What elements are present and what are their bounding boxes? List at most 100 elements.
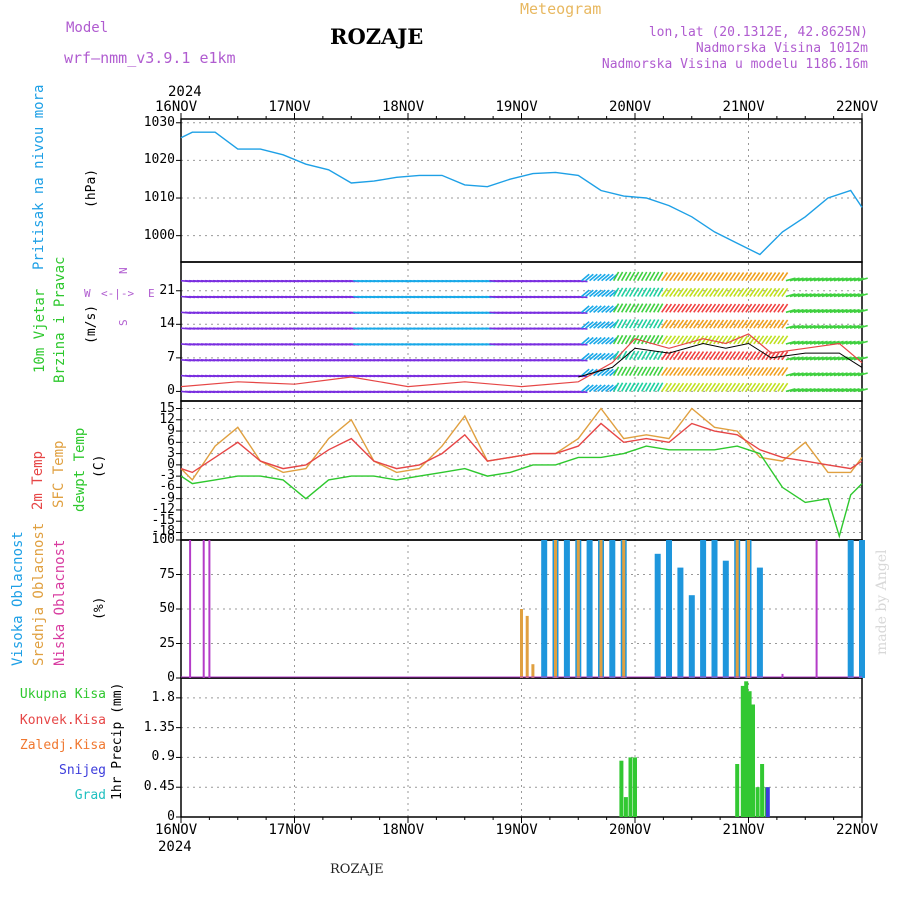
wind-arrow [640, 350, 648, 361]
wind-arrow [601, 336, 610, 345]
wind-arrow [833, 324, 844, 329]
wind-arrow [753, 319, 761, 329]
wind-arrow [657, 319, 664, 329]
wind-arrow [725, 382, 733, 392]
wind-arrow [825, 356, 836, 361]
wind-arrow [849, 277, 860, 282]
wind-arrow [709, 351, 717, 361]
wind-arrow [653, 319, 660, 329]
wind-arrow [801, 372, 812, 377]
date-label: 18NOV [382, 822, 425, 838]
cloud-bar [747, 540, 750, 678]
wind-arrow [745, 366, 753, 377]
wind-arrow [753, 382, 761, 392]
wind-arrow [669, 303, 677, 313]
wind-arrow [689, 382, 697, 392]
wind-arrow [829, 340, 840, 345]
wind-arrow [813, 277, 824, 282]
wind-arrow [809, 324, 820, 329]
temp-label-2m: 2m Temp [30, 450, 46, 510]
wind-arrow [725, 303, 733, 313]
wind-arrow [805, 308, 816, 314]
y-tick-label: 9 [167, 423, 175, 439]
wind-arrow [761, 272, 769, 282]
wind-arrow [689, 272, 697, 282]
wind-arrow [597, 321, 606, 329]
wind-arrow [648, 366, 656, 376]
wind-arrow [769, 272, 777, 282]
wind-arrow [717, 319, 725, 329]
wind-arrow [853, 340, 864, 345]
wind-arrow [817, 372, 828, 377]
y-tick-label: 15 [159, 400, 175, 416]
wind-arrow [593, 352, 602, 361]
wind-arrow [605, 273, 614, 282]
wind-arrow [809, 388, 820, 393]
wind-arrow [657, 334, 664, 345]
wind-arrow [657, 287, 664, 297]
station-title: ROZAJE [330, 24, 424, 49]
cloud-bar [847, 540, 854, 678]
wind-arrow [737, 272, 745, 282]
wind-arrow [581, 321, 590, 329]
wind-arrow [677, 351, 685, 361]
wind-arrow [773, 351, 781, 361]
wind-arrow [705, 351, 713, 361]
y-tick-label: 6 [167, 434, 175, 450]
wind-arrow [781, 319, 789, 329]
wind-arrow [785, 324, 796, 329]
wind-arrow [685, 319, 693, 329]
meteogram-label: Meteogram [520, 0, 602, 18]
wind-arrow [593, 289, 602, 298]
wind-arrow [616, 382, 624, 392]
wind-unit: (m/s) [84, 304, 99, 344]
wind-arrow [777, 319, 785, 329]
wind-arrow [665, 382, 673, 392]
wind-arrow [825, 324, 836, 329]
wind-arrow [640, 334, 648, 345]
wind-arrow [640, 271, 648, 282]
wind-arrow [721, 366, 729, 377]
wind-arrow [725, 272, 733, 282]
wind-arrow [597, 368, 606, 377]
wind-arrow [737, 366, 745, 377]
legend-total-rain: Ukupna Kisa [19, 687, 106, 702]
wind-arrow [793, 308, 804, 314]
wind-arrow [801, 340, 812, 345]
wind-arrow [821, 277, 832, 282]
wind-arrow [825, 372, 836, 377]
wind-arrow [713, 303, 721, 313]
wind-arrow [749, 319, 757, 329]
wind-arrow [821, 372, 832, 377]
wind-arrow [673, 287, 681, 297]
wind-arrow [653, 350, 660, 361]
wind-arrow [605, 352, 614, 361]
wind-arrow [657, 366, 664, 376]
wind-arrow [597, 273, 606, 282]
wind-arrow [669, 335, 677, 345]
wind-arrow [793, 388, 804, 393]
wind-arrow [601, 384, 610, 393]
wind-arrow [665, 272, 673, 282]
y-tick-label: 12 [159, 411, 175, 427]
wind-arrow [612, 350, 620, 361]
credit: made by Angel [874, 549, 890, 656]
precip-bar [751, 704, 755, 817]
precip-bar [765, 787, 770, 817]
wind-arrow [585, 321, 594, 329]
y-tick-label: -15 [151, 513, 175, 529]
wind-arrow [801, 324, 812, 329]
cloud-bar [208, 540, 211, 678]
wind-arrow [797, 277, 808, 282]
wind-arrow [721, 382, 729, 392]
wind-arrow [841, 372, 852, 377]
wind-arrow [809, 293, 820, 298]
wind-arrow [605, 289, 614, 298]
cloud-bar [525, 615, 529, 678]
wind-arrow [849, 340, 860, 345]
date-label: 18NOV [382, 99, 425, 115]
wind-arrow [597, 336, 606, 345]
wind-arrow [837, 308, 848, 314]
wind-arrow [685, 351, 693, 361]
wind-arrow [677, 287, 685, 297]
